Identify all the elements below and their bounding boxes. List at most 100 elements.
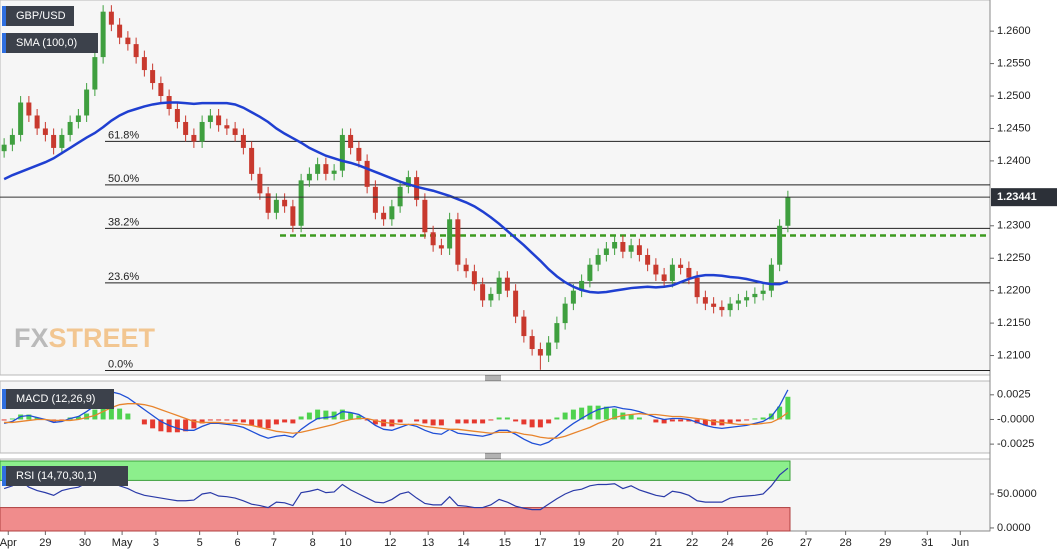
macd-histogram-bar bbox=[579, 407, 585, 420]
candle-body bbox=[653, 264, 659, 275]
candle-body bbox=[595, 254, 601, 265]
candle-body bbox=[702, 297, 708, 304]
candle-body bbox=[768, 264, 774, 291]
last-price-label: 1.23441 bbox=[997, 191, 1037, 203]
candle-body bbox=[282, 199, 288, 207]
macd-histogram-bar bbox=[216, 419, 222, 421]
candle-body bbox=[711, 303, 717, 307]
macd-histogram-bar bbox=[760, 417, 766, 420]
candle-body bbox=[108, 11, 114, 25]
candle-body bbox=[1, 144, 7, 152]
macd-histogram-bar bbox=[356, 415, 362, 420]
macd-histogram-bar bbox=[183, 419, 189, 432]
macd-histogram-bar bbox=[471, 419, 477, 424]
candle-body bbox=[397, 186, 403, 207]
candle-body bbox=[265, 193, 271, 213]
macd-histogram-bar bbox=[587, 405, 593, 420]
candle-body bbox=[455, 219, 461, 265]
candle-body bbox=[100, 11, 106, 58]
macd-histogram-bar bbox=[463, 419, 469, 424]
candle-body bbox=[579, 280, 585, 291]
candle-body bbox=[240, 134, 246, 148]
macd-histogram-bar bbox=[636, 417, 642, 420]
x-tick-label: 15 bbox=[499, 537, 511, 549]
macd-histogram-bar bbox=[570, 409, 576, 420]
y-tick-label: 1.2200 bbox=[997, 285, 1031, 297]
macd-histogram-bar bbox=[9, 418, 15, 420]
macd-histogram-bar bbox=[777, 406, 783, 420]
candle-body bbox=[645, 254, 651, 265]
macd-histogram-bar bbox=[735, 419, 741, 422]
x-tick-label: 7 bbox=[271, 537, 277, 549]
candle-body bbox=[150, 70, 156, 84]
macd-histogram-bar bbox=[232, 419, 238, 422]
y-tick-label: 1.2500 bbox=[997, 90, 1031, 102]
candle-body bbox=[298, 180, 304, 226]
candle-body bbox=[51, 134, 57, 148]
macd-histogram-bar bbox=[694, 419, 700, 424]
candle-body bbox=[331, 170, 337, 174]
candle-body bbox=[537, 349, 543, 356]
macd-histogram-bar bbox=[678, 419, 684, 422]
macd-panel bbox=[0, 380, 991, 454]
candle-body bbox=[504, 277, 510, 291]
candle-body bbox=[224, 125, 230, 129]
candle-body bbox=[199, 121, 205, 142]
candle-body bbox=[158, 83, 164, 97]
macd-histogram-bar bbox=[785, 396, 791, 420]
marks: 1.2100 1.2150 1.2200 1.2250 1.2300 1.2400 1.24… bbox=[0, 5, 1057, 549]
symbol-label: GBP/USD bbox=[16, 10, 66, 22]
x-tick-label: 10 bbox=[340, 537, 352, 549]
candle-body bbox=[628, 245, 634, 252]
y-tick-label: 1.2100 bbox=[997, 349, 1031, 361]
candle-body bbox=[636, 245, 642, 255]
candle-body bbox=[9, 134, 15, 145]
macd-histogram-bar bbox=[125, 413, 131, 420]
x-tick-label: 30 bbox=[79, 537, 91, 549]
macd-histogram-bar bbox=[711, 419, 717, 426]
panel-resize-handle[interactable] bbox=[485, 453, 501, 459]
x-tick-label: 31 bbox=[921, 537, 933, 549]
candle-body bbox=[694, 277, 700, 298]
indicator-label: RSI (14,70,30,1) bbox=[16, 470, 97, 482]
macd-histogram-bar bbox=[480, 419, 486, 424]
candle-body bbox=[59, 134, 65, 148]
candle-body bbox=[257, 173, 263, 194]
candle-body bbox=[463, 264, 469, 272]
x-tick-label: 19 bbox=[573, 537, 585, 549]
candle-body bbox=[686, 267, 692, 278]
macd-histogram-bar bbox=[348, 412, 354, 420]
macd-histogram-bar bbox=[744, 419, 750, 421]
x-tick-label: 12 bbox=[384, 537, 396, 549]
y-tick-label: 1.2400 bbox=[997, 155, 1031, 167]
candle-body bbox=[661, 274, 667, 281]
macd-histogram-bar bbox=[595, 405, 601, 420]
candle-body bbox=[471, 271, 477, 285]
candle-body bbox=[125, 37, 131, 45]
panel-label: RSI (14,70,30,1) bbox=[2, 466, 128, 486]
macd-histogram-bar bbox=[224, 419, 230, 421]
y-tick-label: 1.2150 bbox=[997, 317, 1031, 329]
rsi-line bbox=[3, 467, 789, 511]
macd-histogram-bar bbox=[257, 419, 263, 428]
candle-body bbox=[414, 177, 420, 200]
y-tick-label: 1.2300 bbox=[997, 220, 1031, 232]
x-tick-label: Apr bbox=[0, 537, 17, 549]
macd-histogram-bar bbox=[521, 419, 527, 425]
macd-histogram-bar bbox=[727, 419, 733, 424]
x-tick-label: 5 bbox=[197, 537, 203, 549]
x-tick-label: 13 bbox=[422, 537, 434, 549]
candle-body bbox=[207, 115, 213, 122]
panel-resize-handle[interactable] bbox=[485, 375, 501, 381]
y-tick-label: -0.0025 bbox=[997, 438, 1034, 450]
candle-body bbox=[562, 303, 568, 324]
macd-histogram-bar bbox=[612, 408, 618, 420]
candle-body bbox=[323, 164, 329, 174]
candle-body bbox=[405, 177, 411, 187]
candle-body bbox=[117, 24, 123, 38]
macd-histogram-bar bbox=[191, 419, 197, 429]
candle-body bbox=[191, 134, 197, 142]
y-tick-label: 0.0025 bbox=[997, 389, 1031, 401]
macd-histogram-bar bbox=[430, 419, 436, 426]
candle-body bbox=[546, 342, 552, 356]
